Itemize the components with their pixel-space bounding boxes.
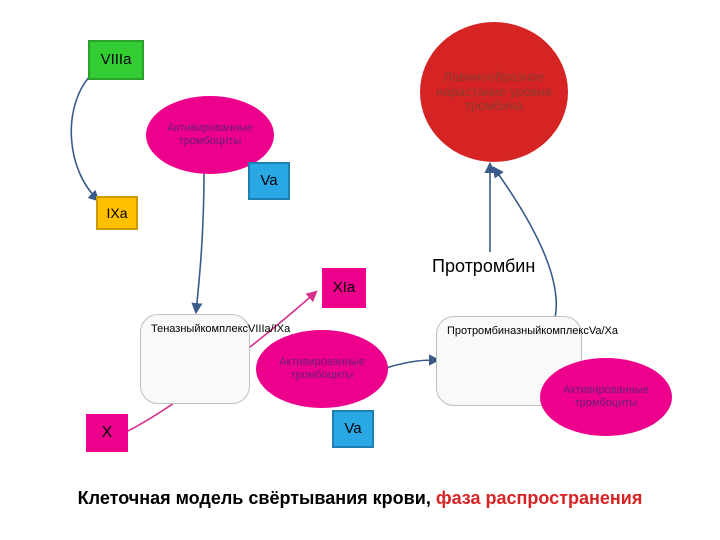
factor-va-box-2: Va (332, 410, 374, 448)
factor-va-label-1: Va (260, 172, 277, 189)
activated-platelets-1-label: Активированные тромбоциты (152, 122, 268, 147)
tenase-complex-box: ТеназныйкомплексVIIIa/IXa (140, 314, 250, 404)
thrombin-burst-label: Лавинообразное нарастание уровня тромбин… (426, 70, 562, 115)
activated-platelets-3: Активированные тромбоциты (540, 358, 672, 436)
thrombin-burst-circle: Лавинообразное нарастание уровня тромбин… (420, 22, 568, 162)
factor-va-label-2: Va (344, 420, 361, 437)
activated-platelets-2: Активированные тромбоциты (256, 330, 388, 408)
prothrombin-label: Протромбин (432, 256, 535, 277)
factor-viiia-box: VIIIa (88, 40, 144, 80)
activated-platelets-2-label: Активированные тромбоциты (262, 356, 382, 381)
factor-xia-box: XIa (322, 268, 366, 308)
factor-x-box: X (86, 414, 128, 452)
factor-x-label: X (102, 424, 113, 442)
factor-viiia-label: VIIIa (101, 51, 132, 68)
factor-va-box-1: Va (248, 162, 290, 200)
activated-platelets-3-label: Активированные тромбоциты (546, 384, 666, 409)
factor-ixa-label: IXa (106, 205, 127, 221)
diagram-caption: Клеточная модель свёртывания крови, фаза… (0, 488, 720, 509)
factor-ixa-box: IXa (96, 196, 138, 230)
factor-xia-label: XIa (333, 279, 356, 296)
